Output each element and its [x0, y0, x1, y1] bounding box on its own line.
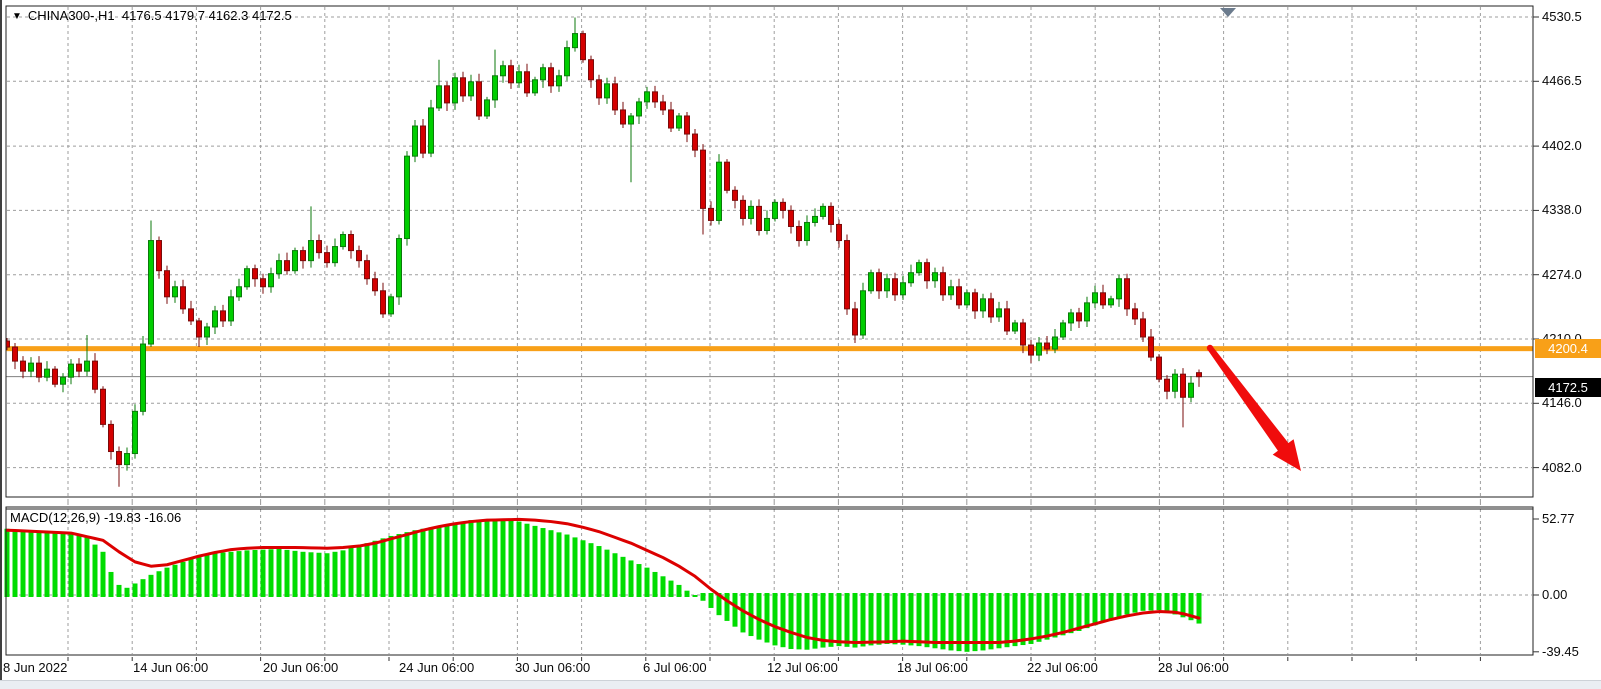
- time-axis-label: 12 Jul 06:00: [767, 660, 838, 675]
- macd-signal-line: [5, 517, 1201, 645]
- macd-panel-border: [5, 506, 1534, 656]
- time-axis-label: 28 Jul 06:00: [1158, 660, 1229, 675]
- time-axis-label: 8 Jun 2022: [3, 660, 68, 675]
- status-strip: [0, 680, 1601, 689]
- current-price-tag: 4172.5: [1535, 377, 1601, 397]
- time-axis-label: 18 Jul 06:00: [897, 660, 968, 675]
- chart-title-bar: ▼ CHINA300-,H1 4176.5 4179.7 4162.3 4172.…: [12, 8, 292, 23]
- chart-symbol-title: CHINA300-,H1: [27, 8, 115, 23]
- macd-axis-label: 52.77: [1542, 511, 1575, 526]
- grid-lines: [7, 7, 1532, 661]
- macd-axis-label: -39.45: [1542, 643, 1579, 659]
- time-axis-label: 6 Jul 06:00: [643, 660, 707, 675]
- macd-axis-label: 0.00: [1542, 587, 1568, 602]
- time-axis-label: 20 Jun 06:00: [263, 660, 339, 675]
- symbol-dropdown-icon[interactable]: ▼: [12, 11, 22, 22]
- macd-current-values: -19.83 -16.06: [103, 510, 182, 525]
- macd-histogram: [4, 519, 1202, 652]
- chart-quote-ohlc: 4176.5 4179.7 4162.3 4172.5: [121, 8, 292, 23]
- candlestick-series: [6, 17, 1202, 487]
- main-panel-border: [5, 5, 1534, 498]
- chart-shift-marker-icon[interactable]: [1220, 8, 1236, 17]
- macd-indicator-label: MACD(12,26,9) -19.83 -16.06: [10, 510, 181, 525]
- time-axis-label: 30 Jun 06:00: [515, 660, 591, 675]
- price-axis-label: 4402.0: [1542, 138, 1582, 154]
- time-axis-label: 14 Jun 06:00: [133, 660, 209, 675]
- trend-arrow-annotation[interactable]: [1207, 346, 1301, 471]
- time-axis-label: 24 Jun 06:00: [399, 660, 475, 675]
- horizontal-level-line[interactable]: [6, 346, 1533, 352]
- price-axis-label: 4146.0: [1542, 395, 1582, 411]
- macd-params-label: MACD(12,26,9): [10, 510, 101, 525]
- level-price-tag: 4200.4: [1535, 339, 1601, 359]
- window-left-edge: [0, 0, 2, 681]
- price-axis-label: 4530.5: [1542, 9, 1582, 24]
- price-axis-label: 4274.0: [1542, 266, 1582, 282]
- price-axis-label: 4338.0: [1542, 202, 1582, 218]
- price-axis-label: 4082.0: [1542, 459, 1582, 475]
- time-axis-label: 22 Jul 06:00: [1027, 660, 1098, 675]
- price-axis-label: 4466.5: [1542, 73, 1582, 89]
